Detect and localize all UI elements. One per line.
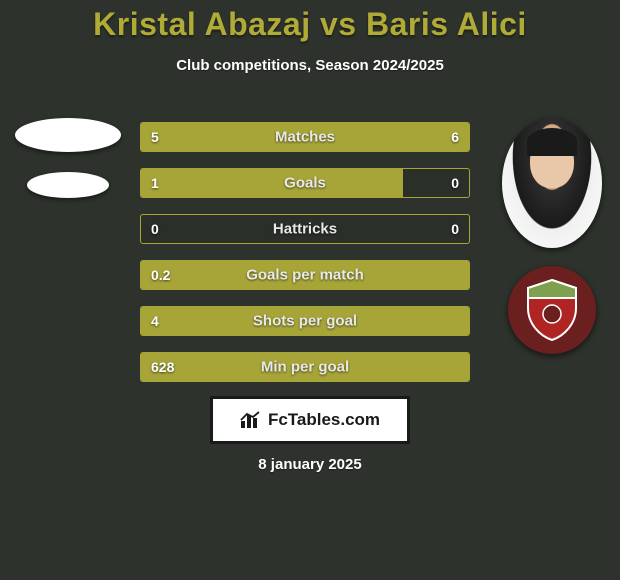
fctables-label: FcTables.com (268, 410, 380, 430)
stat-row: 628 Min per goal (140, 352, 470, 382)
shield-icon (524, 278, 580, 342)
stat-row: 4 Shots per goal (140, 306, 470, 336)
stat-bar-left (141, 123, 289, 151)
left-player-column (8, 118, 128, 218)
date-label: 8 january 2025 (258, 456, 361, 473)
page-title: Kristal Abazaj vs Baris Alici (0, 0, 620, 43)
player1-avatar-placeholder (15, 118, 121, 152)
stat-value-right: 6 (451, 129, 459, 145)
stat-value-left: 4 (151, 313, 159, 329)
stat-value-left: 0.2 (151, 267, 170, 283)
stat-label: Goals per match (246, 267, 364, 284)
right-player-column (492, 118, 612, 354)
stat-label: Goals (284, 175, 326, 192)
fctables-badge[interactable]: FcTables.com (210, 396, 410, 444)
stat-label: Hattricks (273, 221, 337, 238)
stat-label: Shots per goal (253, 313, 357, 330)
stat-row: 0 0 Hattricks (140, 214, 470, 244)
stat-value-right: 0 (451, 221, 459, 237)
stats-chart: 5 6 Matches 1 0 Goals 0 0 Hattricks 0.2 Goals per … (140, 122, 470, 398)
stat-bar-left (141, 169, 403, 197)
subtitle: Club competitions, Season 2024/2025 (0, 57, 620, 74)
stat-value-left: 5 (151, 129, 159, 145)
stat-value-left: 1 (151, 175, 159, 191)
stat-label: Min per goal (261, 359, 349, 376)
stat-value-right: 0 (451, 175, 459, 191)
stat-label: Matches (275, 129, 335, 146)
player1-club-placeholder (27, 172, 109, 198)
bar-chart-icon (240, 411, 262, 429)
stat-row: 1 0 Goals (140, 168, 470, 198)
stat-row: 5 6 Matches (140, 122, 470, 152)
stat-value-left: 628 (151, 359, 174, 375)
player2-avatar (502, 118, 602, 248)
stat-value-left: 0 (151, 221, 159, 237)
player2-club-badge (508, 266, 596, 354)
stat-row: 0.2 Goals per match (140, 260, 470, 290)
